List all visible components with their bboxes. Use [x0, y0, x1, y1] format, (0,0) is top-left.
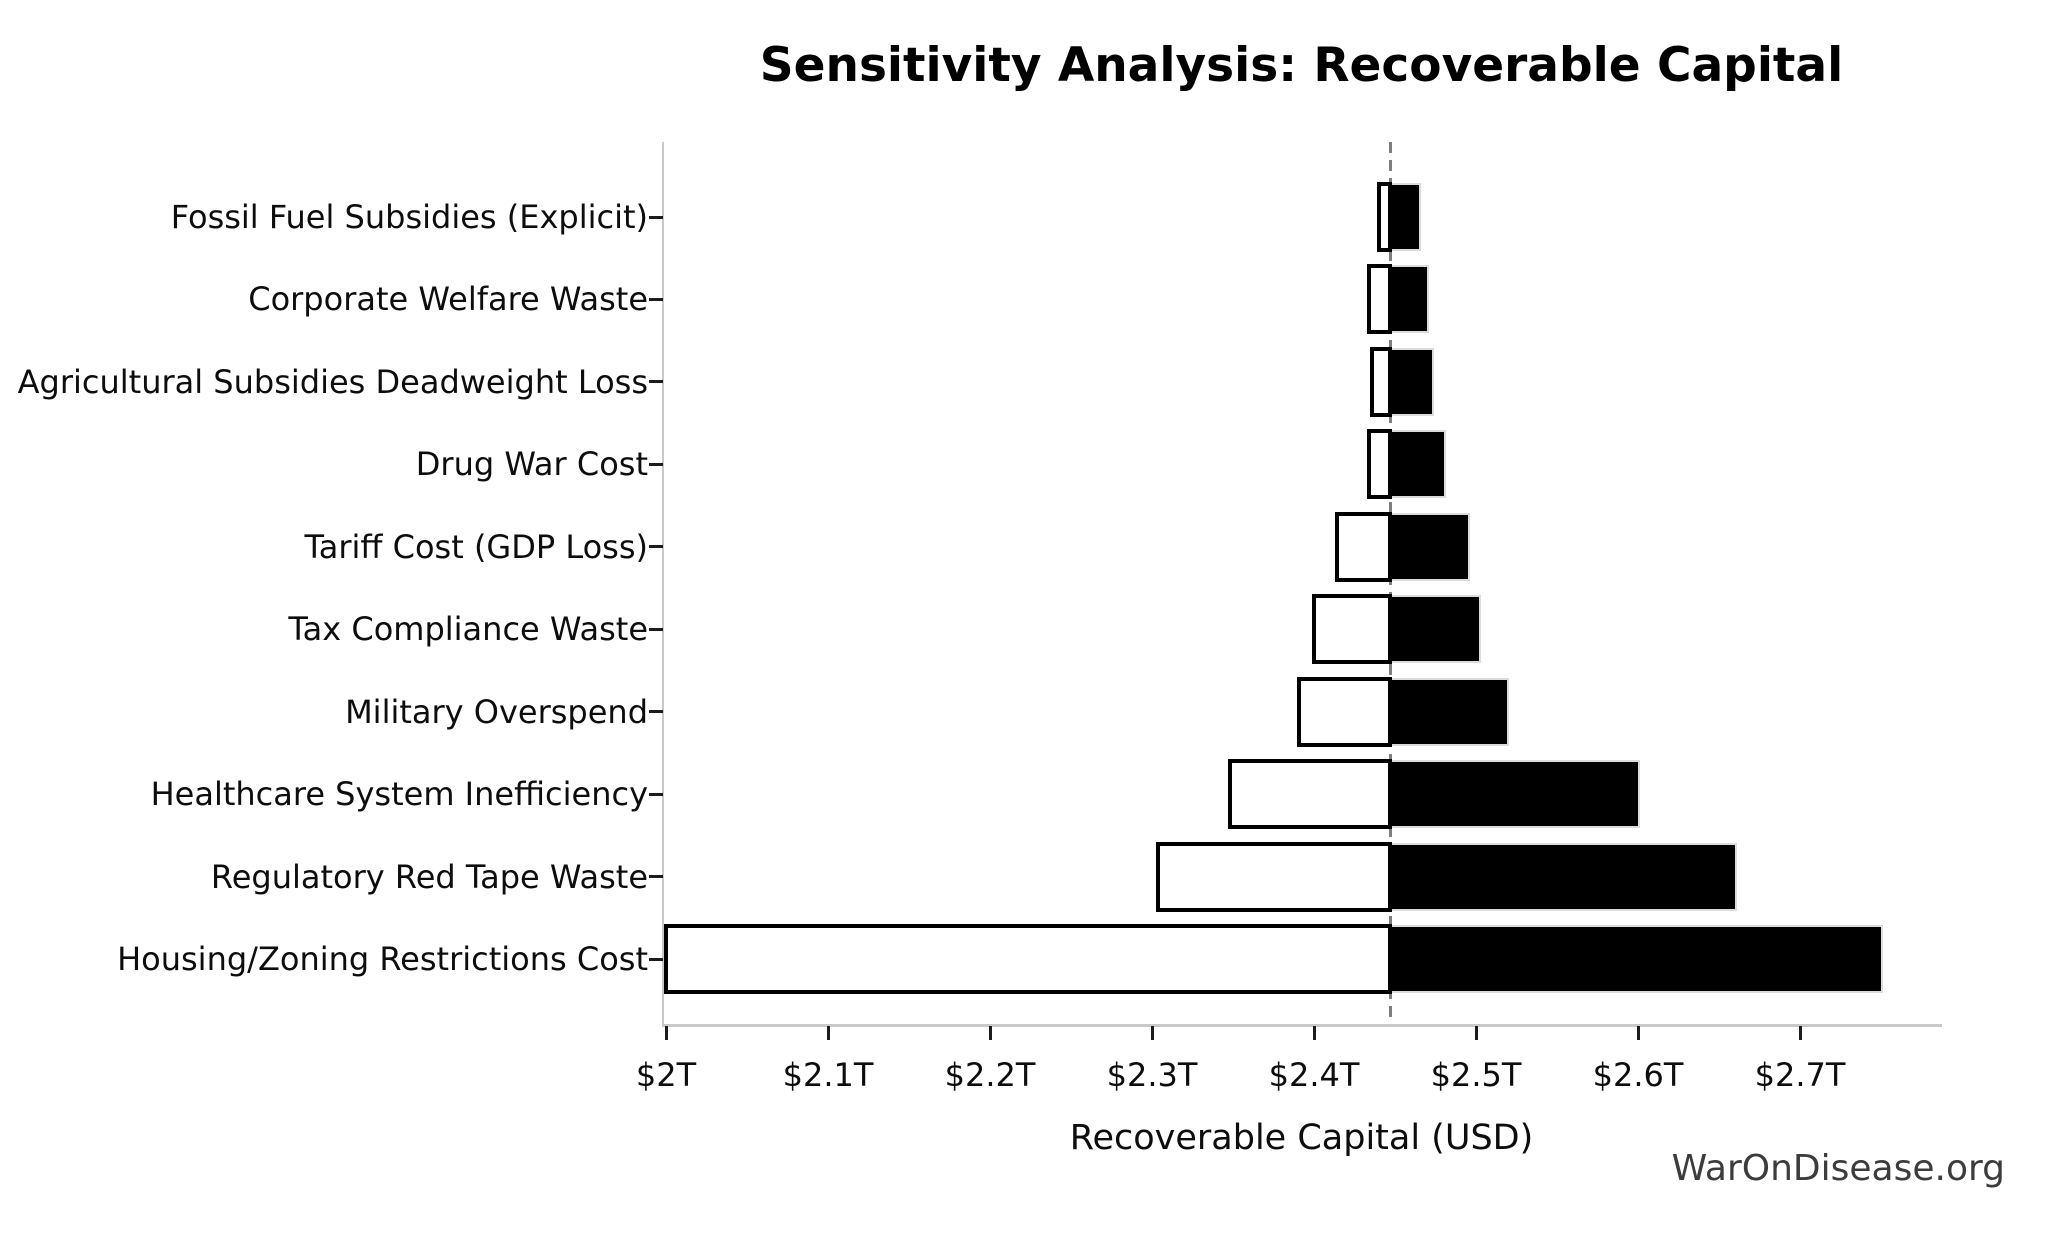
x-tick-label: $2.3T [1106, 1056, 1198, 1094]
category-label: Tariff Cost (GDP Loss) [304, 527, 649, 566]
y-axis-tick [649, 215, 663, 219]
y-axis-tick [649, 710, 663, 714]
category-label: Fossil Fuel Subsidies (Explicit) [170, 198, 648, 236]
low-estimate-bar [1367, 264, 1393, 335]
low-estimate-bar [1156, 841, 1393, 912]
high-estimate-bar [1389, 347, 1435, 416]
category-label: Agricultural Subsidies Deadweight Loss [17, 362, 648, 401]
y-axis-tick [649, 462, 663, 466]
x-tick-label: $2.1T [782, 1056, 874, 1094]
x-axis-tick [1150, 1026, 1154, 1040]
high-estimate-bar [1389, 430, 1446, 499]
high-estimate-bar [1389, 925, 1883, 994]
y-axis-tick [649, 380, 663, 384]
x-axis-label: Recoverable Capital (USD) [1069, 1118, 1534, 1158]
x-tick-label: $2T [635, 1056, 697, 1094]
x-tick-label: $2.7T [1754, 1056, 1846, 1094]
y-axis-spine [662, 142, 664, 1026]
high-estimate-bar [1389, 595, 1482, 664]
high-estimate-bar [1389, 842, 1738, 911]
low-estimate-bar [1297, 676, 1393, 747]
baseline-dashed-line [1388, 142, 1392, 1024]
low-estimate-bar [1334, 511, 1393, 582]
low-estimate-bar [1370, 346, 1393, 417]
category-label: Corporate Welfare Waste [248, 280, 648, 319]
y-axis-tick [649, 297, 663, 301]
low-estimate-bar [1376, 182, 1393, 252]
low-estimate-bar [664, 924, 1393, 995]
x-axis-tick [1636, 1026, 1640, 1040]
low-estimate-bar [1312, 594, 1393, 665]
y-axis-tick [649, 545, 663, 549]
high-estimate-bar [1389, 183, 1422, 251]
x-tick-label: $2.5T [1430, 1056, 1522, 1094]
chart-title: Sensitivity Analysis: Recoverable Capita… [759, 38, 1844, 93]
x-axis-tick [1798, 1026, 1802, 1040]
category-label: Regulatory Red Tape Waste [210, 857, 648, 896]
category-label: Tax Compliance Waste [288, 610, 648, 649]
x-tick-label: $2.6T [1592, 1056, 1684, 1094]
category-label: Drug War Cost [415, 445, 648, 484]
low-estimate-bar [1227, 759, 1393, 830]
x-axis-tick [1474, 1026, 1478, 1040]
high-estimate-bar [1389, 265, 1430, 334]
category-label: Healthcare System Inefficiency [150, 775, 648, 814]
y-axis-tick [649, 792, 663, 796]
x-axis-tick [826, 1026, 830, 1040]
y-axis-tick [649, 627, 663, 631]
y-axis-tick [649, 957, 663, 961]
x-tick-label: $2.2T [944, 1056, 1036, 1094]
category-label: Military Overspend [345, 692, 648, 731]
high-estimate-bar [1389, 760, 1640, 829]
watermark: WarOnDisease.org [1671, 1148, 2005, 1189]
y-axis-tick [649, 875, 663, 879]
x-tick-label: $2.4T [1268, 1056, 1360, 1094]
low-estimate-bar [1367, 429, 1393, 500]
high-estimate-bar [1389, 677, 1509, 746]
x-axis-tick [664, 1026, 668, 1040]
x-axis-tick [1312, 1026, 1316, 1040]
x-axis-spine [662, 1024, 1942, 1027]
high-estimate-bar [1389, 512, 1470, 581]
x-axis-tick [988, 1026, 992, 1040]
category-label: Housing/Zoning Restrictions Cost [117, 940, 648, 979]
